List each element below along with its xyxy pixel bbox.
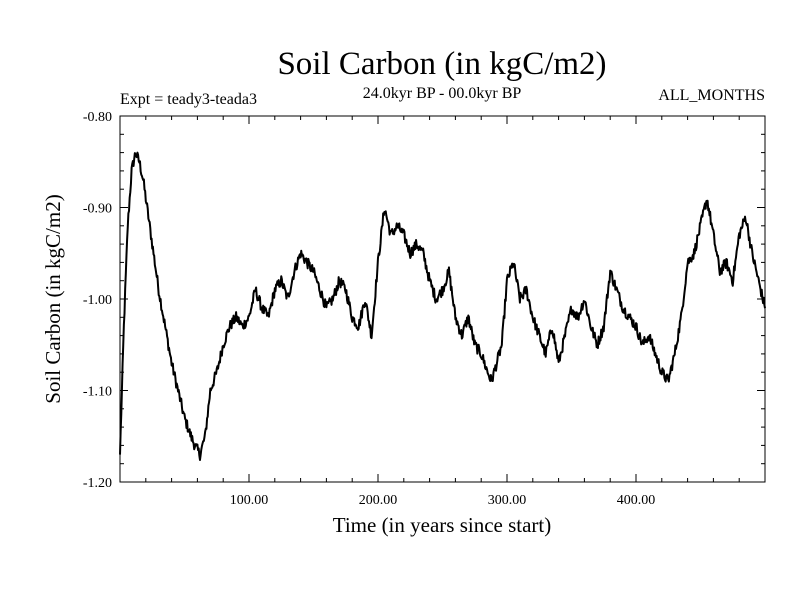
y-tick-labels: -0.80 -0.90 -1.00 -1.10 -1.20 bbox=[83, 110, 112, 491]
experiment-label: Expt = teady3-teada3 bbox=[120, 91, 257, 108]
axis-ticks bbox=[120, 116, 765, 482]
x-tick-label: 100.00 bbox=[230, 493, 269, 508]
x-axis-label: Time (in years since start) bbox=[333, 513, 552, 537]
y-tick-label: -1.10 bbox=[83, 385, 112, 400]
series-line bbox=[120, 153, 765, 460]
x-tick-label: 300.00 bbox=[488, 493, 527, 508]
chart-subtitle: 24.0kyr BP - 00.0kyr BP bbox=[363, 85, 522, 102]
y-axis-label: Soil Carbon (in kgC/m2) bbox=[41, 194, 65, 403]
x-tick-labels: 100.00 200.00 300.00 400.00 bbox=[230, 493, 656, 508]
months-label: ALL_MONTHS bbox=[658, 87, 765, 104]
y-tick-label: -1.20 bbox=[83, 476, 112, 491]
y-tick-label: -0.90 bbox=[83, 202, 112, 217]
y-tick-label: -0.80 bbox=[83, 110, 112, 125]
chart: Soil Carbon (in kgC/m2) 24.0kyr BP - 00.… bbox=[0, 0, 800, 600]
chart-title: Soil Carbon (in kgC/m2) bbox=[277, 46, 606, 82]
x-tick-label: 400.00 bbox=[617, 493, 656, 508]
plot-frame bbox=[120, 116, 765, 482]
x-tick-label: 200.00 bbox=[359, 493, 398, 508]
y-tick-label: -1.00 bbox=[83, 293, 112, 308]
